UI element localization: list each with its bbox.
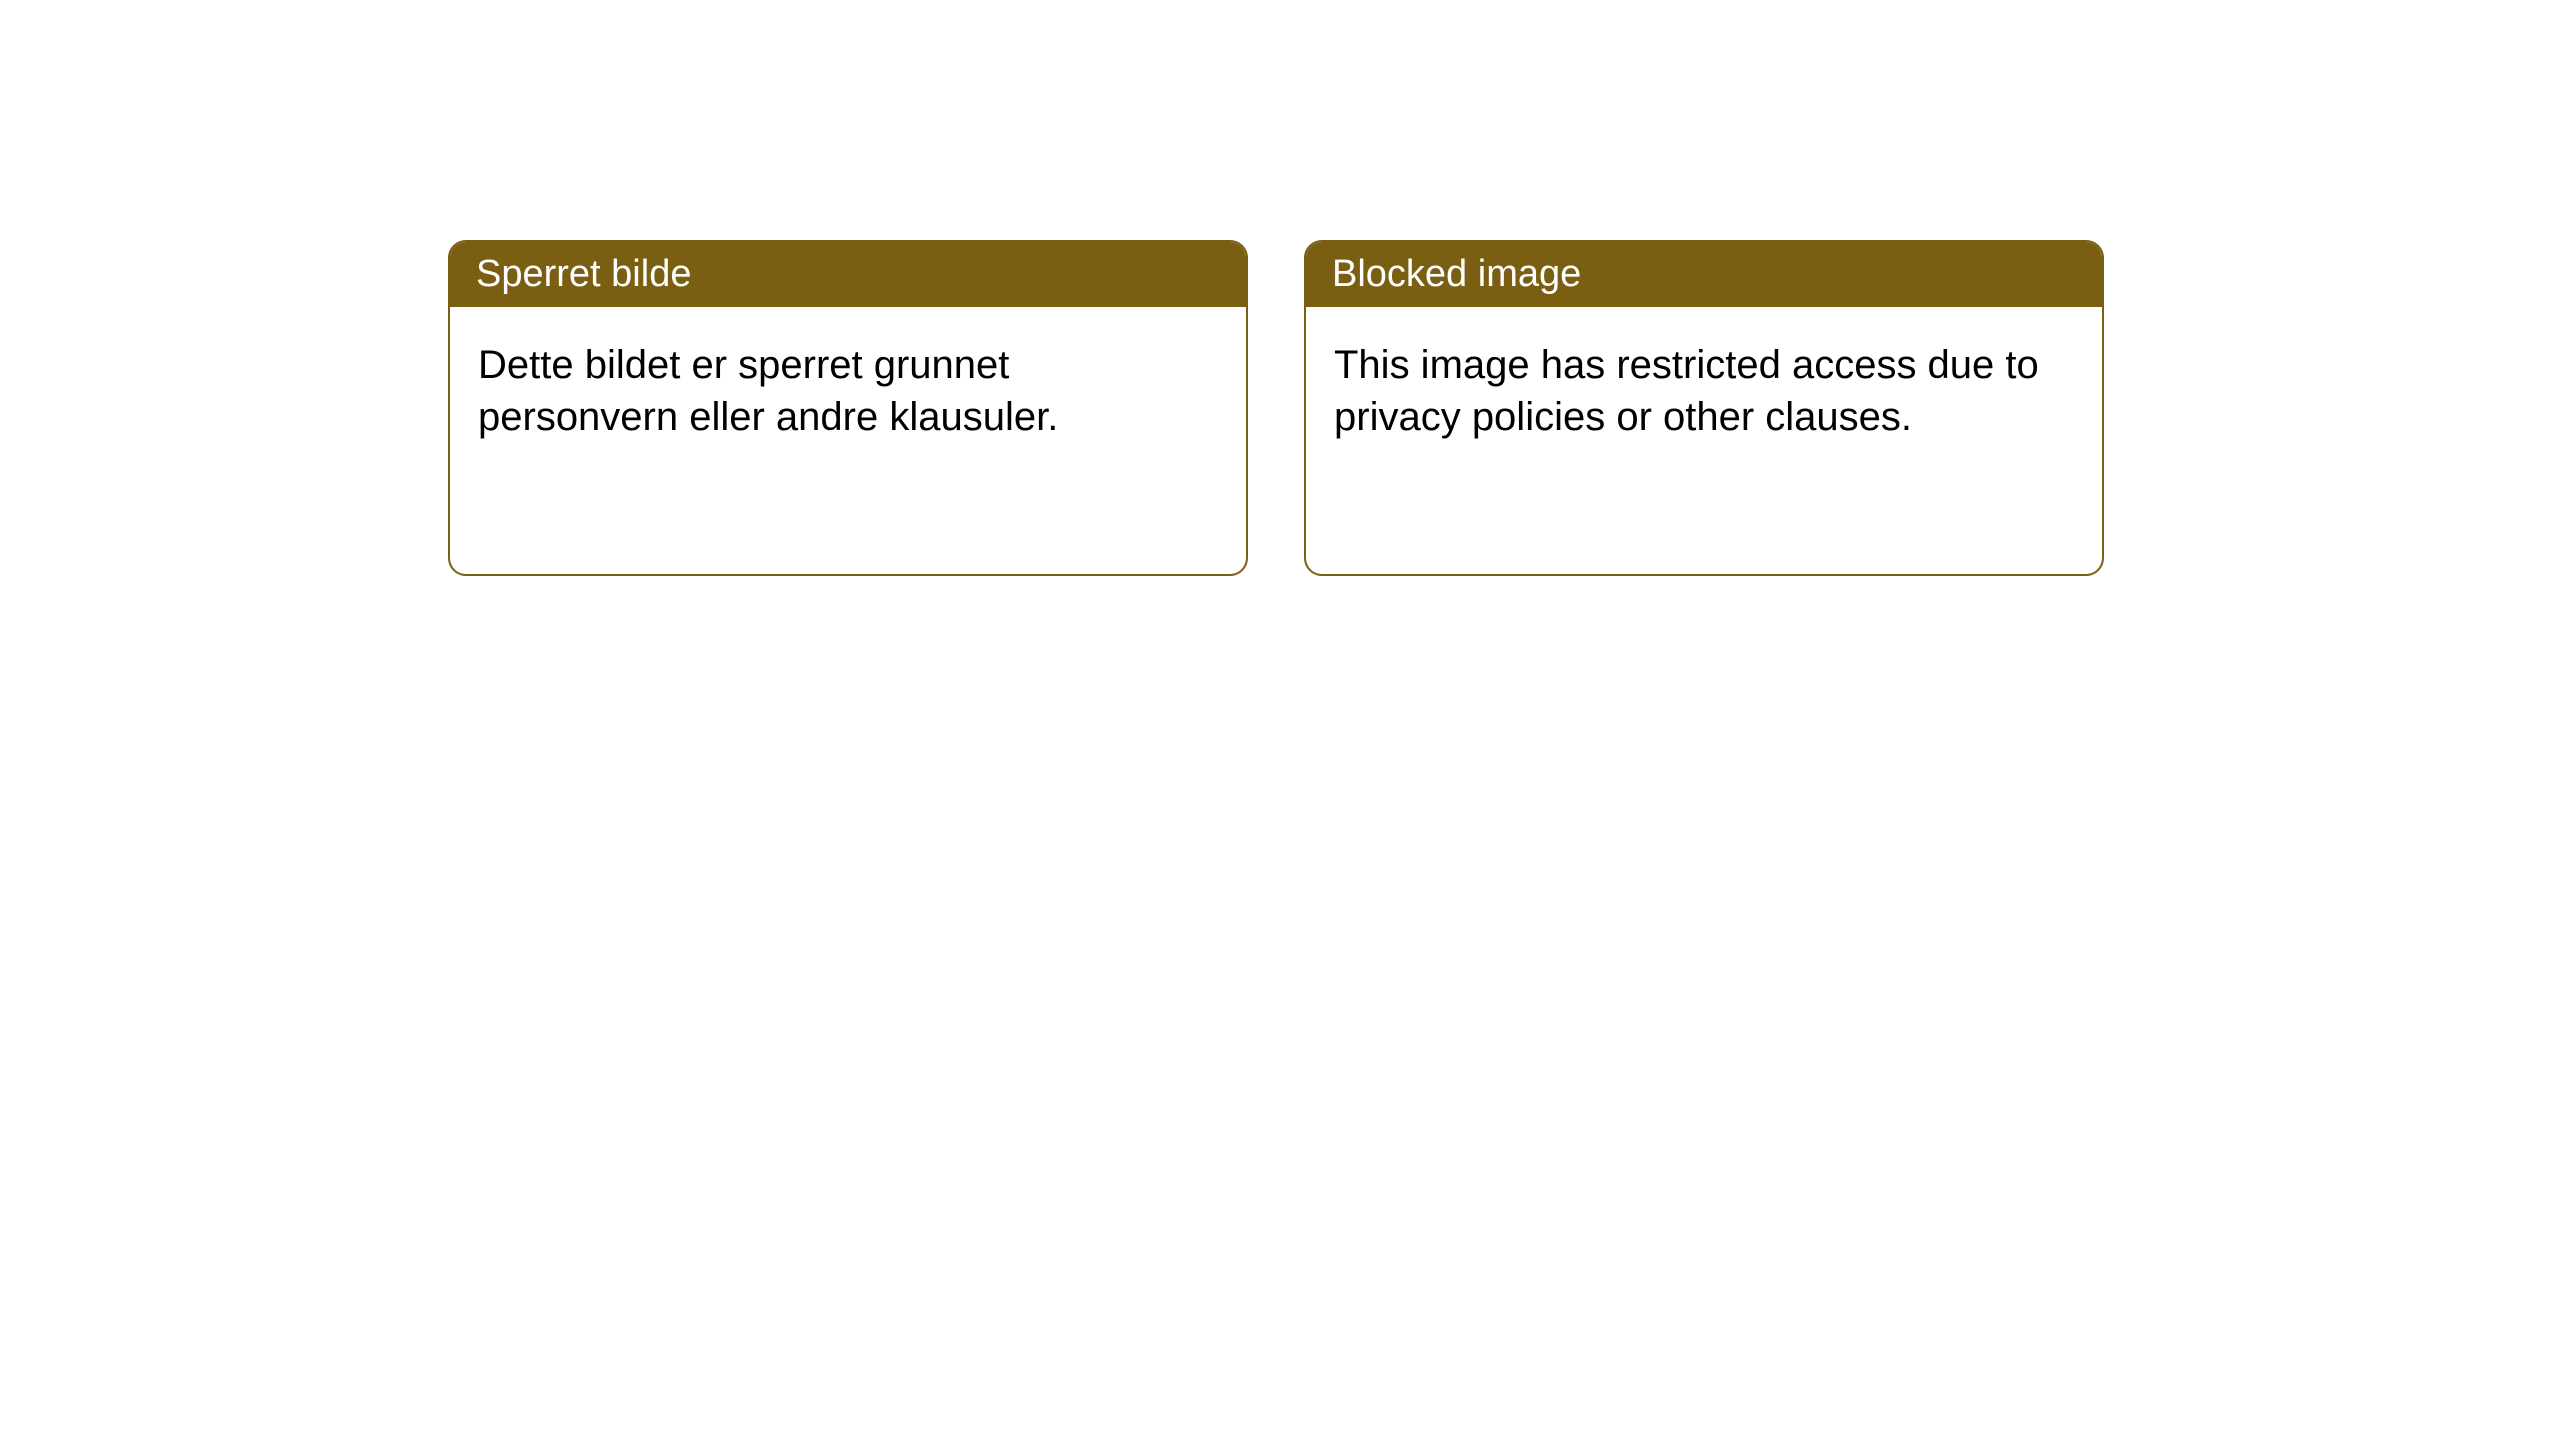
notice-body-text: Dette bildet er sperret grunnet personve…: [450, 307, 1246, 475]
notice-body-text: This image has restricted access due to …: [1306, 307, 2102, 475]
notice-card-english: Blocked image This image has restricted …: [1304, 240, 2104, 576]
notice-title: Blocked image: [1306, 242, 2102, 307]
notice-container: Sperret bilde Dette bildet er sperret gr…: [0, 0, 2560, 576]
notice-title: Sperret bilde: [450, 242, 1246, 307]
notice-card-norwegian: Sperret bilde Dette bildet er sperret gr…: [448, 240, 1248, 576]
